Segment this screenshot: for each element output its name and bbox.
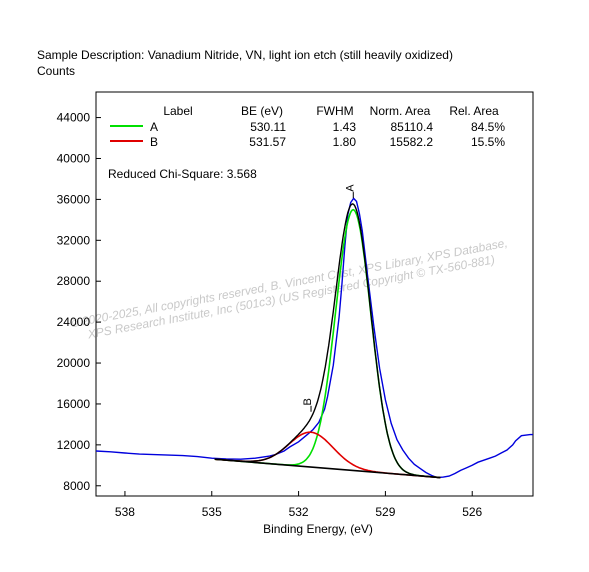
peak-label-a: A <box>344 184 356 192</box>
table-row-b-rel: 15.5% <box>471 135 505 149</box>
y-tick-label: 40000 <box>57 151 91 165</box>
raw-data-line <box>95 197 533 479</box>
table-header-rel-area: Rel. Area <box>449 104 499 118</box>
table-row-b-be: 531.57 <box>249 135 286 149</box>
table-row-a-fwhm: 1.43 <box>333 120 357 134</box>
envelope-curve <box>214 203 441 479</box>
y-tick-label: 8000 <box>63 479 90 493</box>
watermark-line-2: XPS Research Institute, Inc (501c3) (US … <box>86 252 496 341</box>
x-tick-label: 532 <box>289 505 309 519</box>
y-tick-label: 24000 <box>57 315 91 329</box>
table-row-a-rel: 84.5% <box>471 120 505 134</box>
y-axis: 8000 12000 16000 20000 24000 28000 32000 36000 4… <box>57 111 101 493</box>
peak-label-b: B <box>302 398 314 405</box>
table-row-b-fwhm: 1.80 <box>333 135 357 149</box>
table-header-label: Label <box>163 104 192 118</box>
y-tick-label: 44000 <box>57 111 91 125</box>
x-tick-label: 529 <box>375 505 395 519</box>
table-row-b-label: B <box>150 135 158 149</box>
x-tick-label: 526 <box>462 505 482 519</box>
y-axis-label: Counts <box>37 64 75 78</box>
y-tick-label: 20000 <box>57 356 91 370</box>
y-tick-label: 28000 <box>57 274 91 288</box>
table-header-fwhm: FWHM <box>316 104 353 118</box>
table-row-a-area: 85110.4 <box>391 120 434 134</box>
background-line <box>214 458 441 479</box>
y-tick-label: 32000 <box>57 233 91 247</box>
table-header-be: BE (eV) <box>241 104 283 118</box>
component-a-curve <box>214 208 441 479</box>
y-tick-label: 12000 <box>57 438 91 452</box>
y-tick-label: 16000 <box>57 397 91 411</box>
chi-square-text: Reduced Chi-Square: 3.568 <box>108 167 257 181</box>
plot-area <box>95 197 533 479</box>
table-row-a-label: A <box>150 120 158 134</box>
fit-table: Label BE (eV) FWHM Norm. Area Rel. Area … <box>108 104 505 181</box>
table-row-b-area: 15582.2 <box>390 135 434 149</box>
x-axis-label: Binding Energy, (eV) <box>263 522 373 536</box>
x-tick-label: 538 <box>115 505 135 519</box>
peak-labels: AB <box>302 184 356 412</box>
watermark-line-1: © 2020-2025, All copyrights reserved, B.… <box>69 236 509 331</box>
x-tick-label: 535 <box>202 505 222 519</box>
chart-title: Sample Description: Vanadium Nitride, VN… <box>37 48 453 62</box>
table-row-a-be: 530.11 <box>250 120 286 134</box>
y-tick-label: 36000 <box>57 192 91 206</box>
watermark: © 2020-2025, All copyrights reserved, B.… <box>69 236 509 342</box>
plot-frame <box>95 91 534 497</box>
table-header-norm-area: Norm. Area <box>370 104 431 118</box>
x-axis: 538 535 532 529 526 <box>115 491 483 519</box>
